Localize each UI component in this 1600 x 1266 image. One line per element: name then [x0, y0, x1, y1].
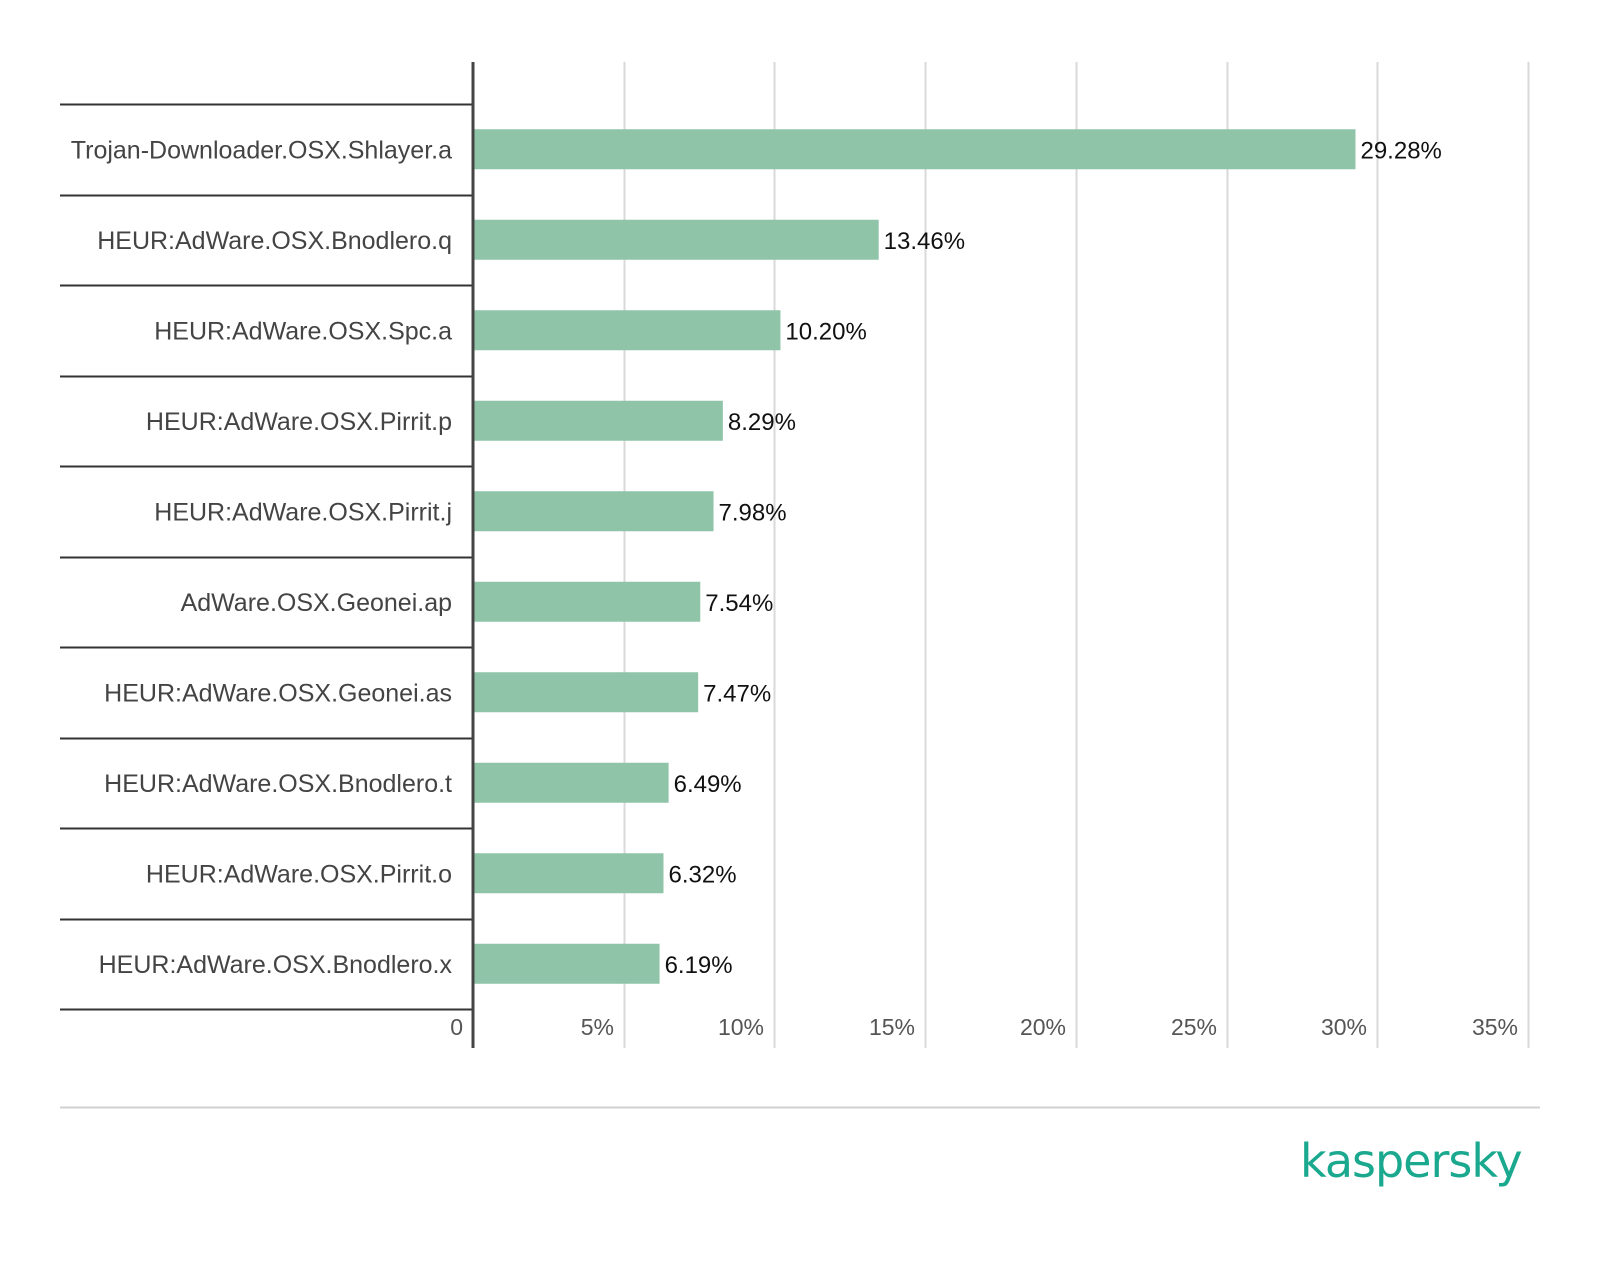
kaspersky-logo: kaspersky	[1300, 1134, 1523, 1188]
category-label: HEUR:AdWare.OSX.Spc.a	[154, 317, 452, 345]
bar	[473, 491, 714, 532]
x-tick-label: 5%	[581, 1014, 614, 1040]
value-label: 6.19%	[665, 952, 733, 979]
x-tick-label: 15%	[869, 1014, 915, 1040]
x-tick-label: 30%	[1321, 1014, 1367, 1040]
value-label: 8.29%	[728, 409, 796, 436]
bar	[473, 943, 660, 984]
category-label: HEUR:AdWare.OSX.Bnodlero.t	[104, 770, 452, 798]
category-label: Trojan-Downloader.OSX.Shlayer.a	[71, 136, 452, 164]
bar	[473, 219, 879, 260]
value-labels: 29.28% 13.46% 10.20% 8.29% 7.98% 7.54% 7.47% 6.…	[665, 137, 1442, 979]
x-tick-label: 25%	[1171, 1014, 1217, 1040]
bars	[473, 129, 1356, 984]
value-label: 6.32%	[668, 861, 736, 888]
grid-lines	[623, 62, 1530, 1048]
category-label: HEUR:AdWare.OSX.Pirrit.j	[154, 498, 452, 526]
category-labels: Trojan-Downloader.OSX.Shlayer.a HEUR:AdWa…	[71, 136, 453, 979]
category-label: HEUR:AdWare.OSX.Bnodlero.x	[99, 951, 453, 979]
value-label: 7.54%	[705, 590, 773, 617]
category-label: HEUR:AdWare.OSX.Pirrit.o	[146, 860, 452, 888]
bar	[473, 400, 723, 441]
value-label: 13.46%	[884, 228, 965, 255]
value-label: 7.98%	[719, 499, 787, 526]
value-label: 7.47%	[703, 680, 771, 707]
x-axis-tick-labels: 0 5% 10% 15% 20% 25% 30% 35%	[450, 1014, 1518, 1040]
x-tick-label: 10%	[718, 1014, 764, 1040]
category-label: HEUR:AdWare.OSX.Pirrit.p	[146, 408, 452, 436]
value-label: 6.49%	[674, 771, 742, 798]
x-tick-label: 0	[450, 1014, 463, 1040]
row-separators	[60, 103, 473, 1011]
value-label: 29.28%	[1360, 137, 1441, 164]
bar	[473, 853, 664, 894]
category-label: HEUR:AdWare.OSX.Geonei.as	[104, 679, 452, 707]
bar	[473, 672, 699, 713]
x-tick-label: 35%	[1472, 1014, 1518, 1040]
bar	[473, 129, 1356, 170]
category-label: AdWare.OSX.Geonei.ap	[181, 589, 452, 617]
bar	[473, 762, 669, 803]
value-label: 10.20%	[785, 318, 866, 345]
bar	[473, 310, 781, 351]
x-tick-label: 20%	[1020, 1014, 1066, 1040]
bar	[473, 581, 701, 622]
category-label: HEUR:AdWare.OSX.Bnodlero.q	[97, 227, 452, 255]
